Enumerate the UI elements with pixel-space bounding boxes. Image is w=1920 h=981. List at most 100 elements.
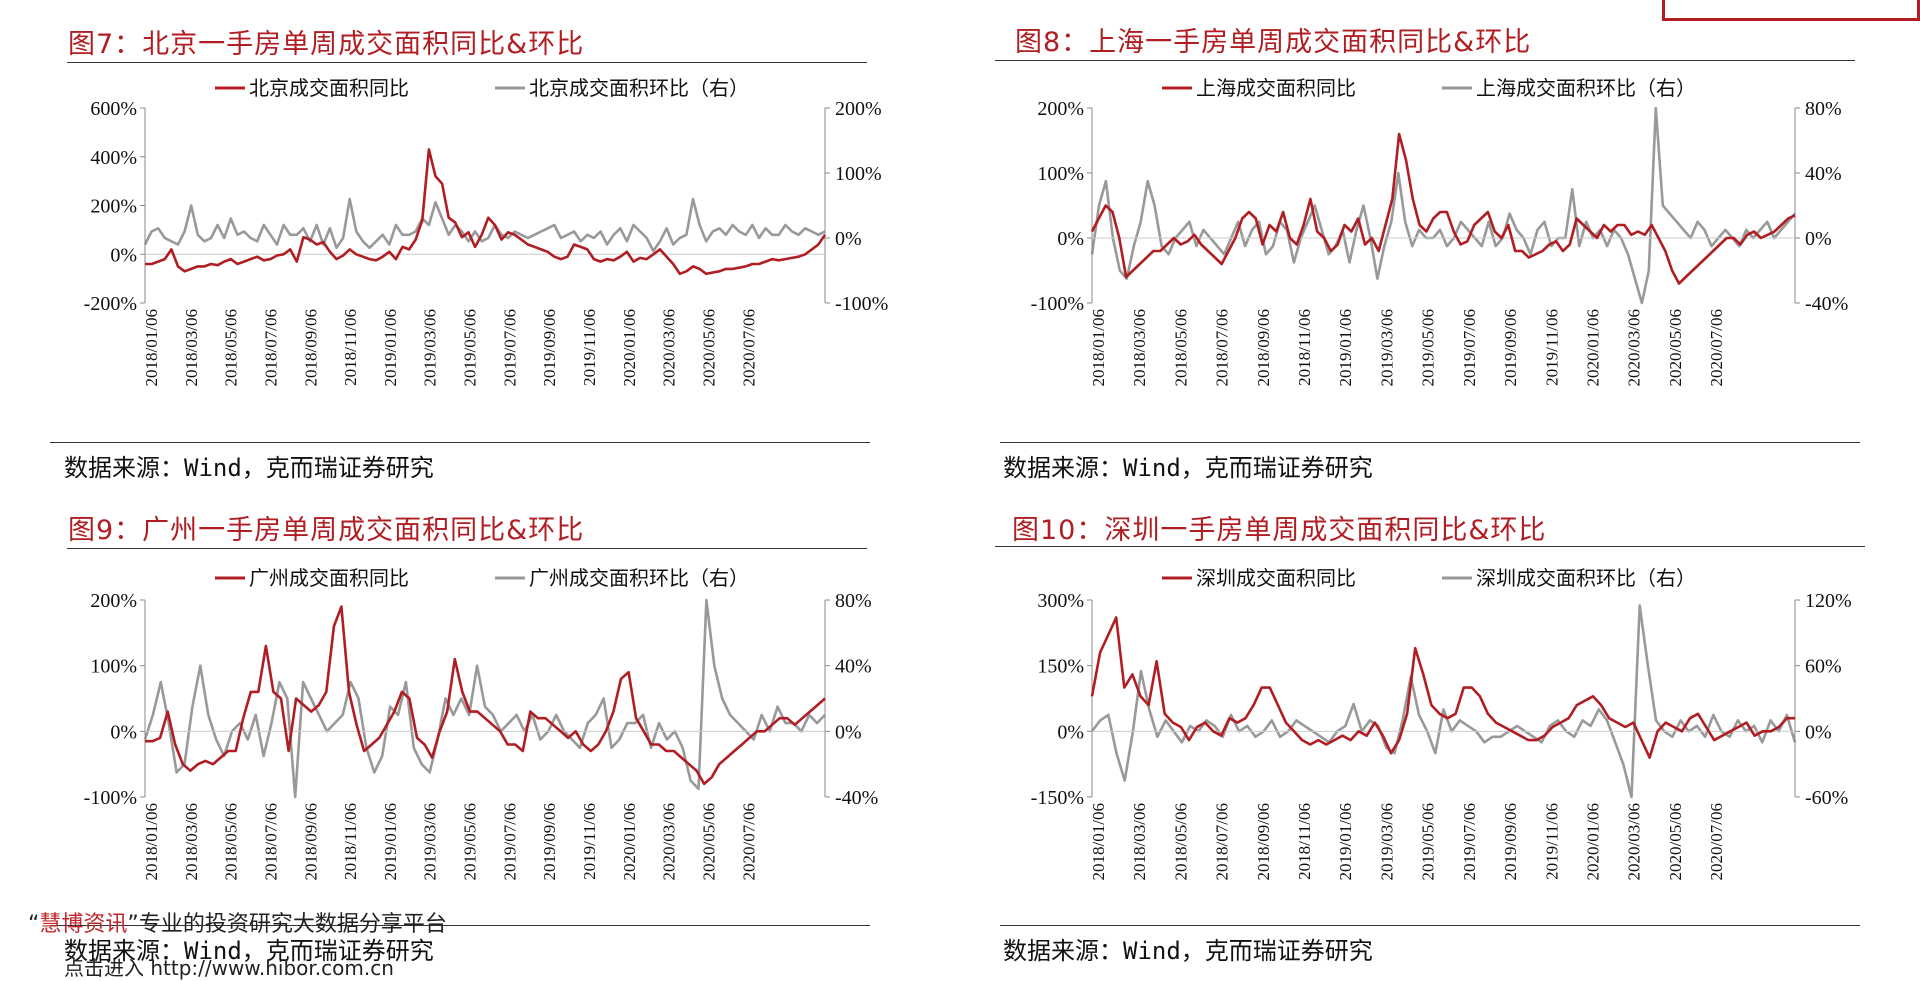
x-tick-label: 2020/03/06: [660, 803, 679, 880]
x-tick-label: 2018/11/06: [341, 803, 360, 880]
header-corner-box: [1662, 0, 1920, 21]
title-rule: [995, 546, 1865, 547]
right-tick-label: -40%: [835, 787, 878, 809]
x-tick-label: 2020/03/06: [1625, 803, 1644, 880]
title-rule: [995, 60, 1855, 61]
x-tick-label: 2019/07/06: [1460, 803, 1479, 880]
chart-beijing: 600% 400% 200% 0% -200% 200% 100% 0% -100% 2018/0…: [84, 76, 889, 386]
x-tick-label: 2020/07/06: [739, 803, 758, 880]
x-tick-label: 2018/01/06: [1089, 803, 1108, 880]
mom-series-line: [143, 197, 826, 253]
legend-label-mom: 广州成交面积环比（右）: [529, 566, 749, 590]
x-tick-label: 2018/05/06: [222, 309, 241, 386]
left-tick-label: 0%: [110, 721, 137, 743]
left-tick-label: -150%: [1031, 787, 1084, 809]
yoy-series-line: [1090, 616, 1795, 759]
left-tick-label: 600%: [90, 98, 137, 120]
source-rule: [50, 925, 870, 926]
watermark-link[interactable]: 点击进入 http://www.hibor.com.cn: [64, 952, 394, 981]
x-tick-label: 2018/09/06: [301, 309, 320, 386]
x-tick-label: 2020/01/06: [620, 309, 639, 386]
x-tick-label: 2018/09/06: [1254, 309, 1273, 386]
x-tick-label: 2020/05/06: [1666, 803, 1685, 880]
x-tick-label: 2019/07/06: [1460, 309, 1479, 386]
right-tick-label: 0%: [1805, 721, 1832, 743]
x-tick-label: 2018/07/06: [261, 309, 280, 386]
right-tick-label: 80%: [1805, 98, 1842, 120]
x-tick-label: 2020/07/06: [739, 309, 758, 386]
legend-label-yoy: 深圳成交面积同比: [1196, 566, 1356, 590]
legend-label-yoy: 广州成交面积同比: [249, 566, 409, 590]
figure-title: 图8：上海一手房单周成交面积同比&环比: [1015, 27, 1532, 58]
x-tick-label: 2018/09/06: [301, 803, 320, 880]
x-tick-label: 2019/09/06: [540, 309, 559, 386]
left-tick-label: 200%: [90, 590, 137, 612]
x-tick-label: 2020/05/06: [1666, 309, 1685, 386]
right-tick-label: 0%: [835, 721, 862, 743]
left-tick-label: 150%: [1037, 656, 1084, 678]
x-tick-label: 2020/05/06: [699, 309, 718, 386]
watermark-url[interactable]: http://www.hibor.com.cn: [150, 956, 394, 980]
x-tick-label: 2018/11/06: [1295, 803, 1314, 880]
figure-title: 图9：广州一手房单周成交面积同比&环比: [68, 515, 585, 546]
x-tick-label: 2019/01/06: [1336, 803, 1355, 880]
x-tick-label: 2018/07/06: [261, 803, 280, 880]
x-tick-label: 2019/11/06: [1542, 309, 1561, 386]
x-tick-label: 2018/03/06: [182, 803, 201, 880]
x-tick-label: 2019/03/06: [1377, 803, 1396, 880]
right-tick-label: 120%: [1805, 590, 1852, 612]
legend-label-yoy: 上海成交面积同比: [1196, 76, 1356, 100]
x-tick-label: 2018/09/06: [1254, 803, 1273, 880]
x-tick-label: 2018/01/06: [142, 309, 161, 386]
x-tick-label: 2019/01/06: [381, 309, 400, 386]
figure-title: 图7：北京一手房单周成交面积同比&环比: [68, 29, 585, 60]
x-tick-label: 2019/11/06: [580, 309, 599, 386]
x-tick-label: 2018/11/06: [1295, 309, 1314, 386]
left-tick-label: 100%: [90, 656, 137, 678]
x-tick-label: 2019/03/06: [421, 803, 440, 880]
x-tick-label: 2019/07/06: [500, 309, 519, 386]
legend-label-mom: 北京成交面积环比（右）: [529, 76, 749, 100]
data-source: 数据来源：Wind，克而瑞证券研究: [64, 937, 434, 965]
yoy-series-line: [145, 605, 826, 786]
legend-label-yoy: 北京成交面积同比: [249, 76, 409, 100]
x-tick-label: 2018/07/06: [1213, 309, 1232, 386]
source-rule: [1000, 442, 1860, 443]
x-tick-label: 2018/03/06: [1130, 803, 1149, 880]
x-tick-label: 2018/07/06: [1213, 803, 1232, 880]
source-rule: [1000, 925, 1860, 926]
x-tick-label: 2019/09/06: [1501, 309, 1520, 386]
yoy-series-line: [1090, 132, 1796, 285]
chart-shanghai: 200% 100% 0% -100% 80% 40% 0% -40% 2018/01/06 201…: [1031, 76, 1849, 386]
x-tick-label: 2020/01/06: [620, 803, 639, 880]
x-tick-label: 2018/05/06: [222, 803, 241, 880]
right-tick-label: -100%: [835, 293, 888, 315]
x-tick-label: 2018/03/06: [182, 309, 201, 386]
data-source: 数据来源：Wind，克而瑞证券研究: [1003, 937, 1373, 965]
left-tick-label: 300%: [1037, 590, 1084, 612]
x-tick-label: 2019/05/06: [1419, 309, 1438, 386]
x-tick-label: 2020/01/06: [1583, 803, 1602, 880]
x-tick-label: 2020/01/06: [1583, 309, 1602, 386]
x-tick-label: 2019/03/06: [1377, 309, 1396, 386]
legend-label-mom: 深圳成交面积环比（右）: [1476, 566, 1696, 590]
title-rule: [67, 548, 867, 549]
right-tick-label: 0%: [835, 228, 862, 250]
x-tick-label: 2019/07/06: [500, 803, 519, 880]
x-tick-label: 2019/09/06: [540, 803, 559, 880]
mom-series-line: [1090, 604, 1797, 799]
chart-shenzhen: 300% 150% 0% -150% 120% 60% 0% -60% 2018/01/06 20…: [1031, 566, 1852, 880]
right-tick-label: 200%: [835, 98, 882, 120]
x-tick-label: 2018/01/06: [1089, 309, 1108, 386]
x-tick-label: 2020/05/06: [699, 803, 718, 880]
x-tick-label: 2020/07/06: [1707, 309, 1726, 386]
x-tick-label: 2019/01/06: [381, 803, 400, 880]
x-tick-label: 2019/05/06: [461, 309, 480, 386]
x-tick-label: 2019/09/06: [1501, 803, 1520, 880]
x-tick-label: 2019/11/06: [580, 803, 599, 880]
x-tick-label: 2018/11/06: [341, 309, 360, 386]
x-tick-label: 2019/11/06: [1542, 803, 1561, 880]
watermark: “慧博资讯”专业的投资研究大数据分享平台: [28, 912, 447, 937]
right-tick-label: 40%: [835, 656, 872, 678]
data-source: 数据来源：Wind，克而瑞证券研究: [64, 454, 434, 482]
